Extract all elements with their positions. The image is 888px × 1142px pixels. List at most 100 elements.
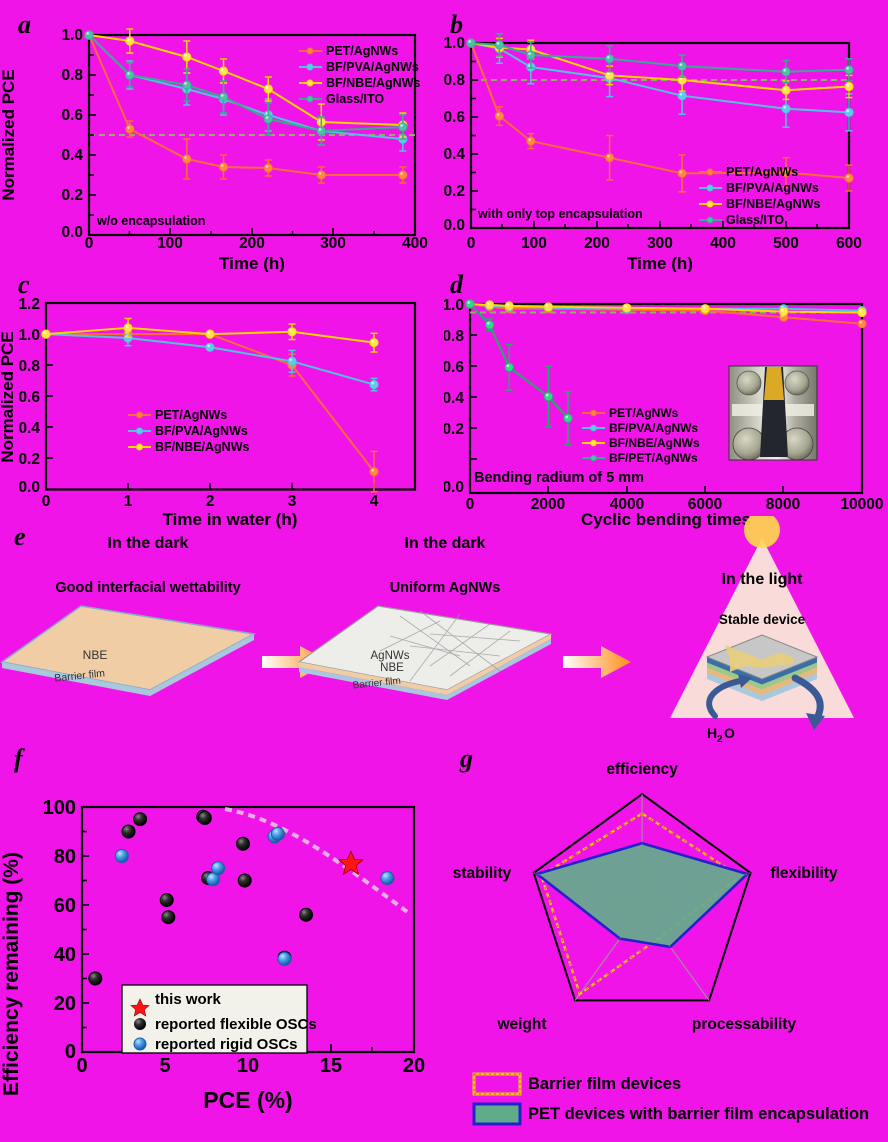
svg-text:with only top encapsulation: with only top encapsulation: [477, 207, 643, 221]
svg-text:500: 500: [773, 235, 799, 252]
svg-text:400: 400: [710, 235, 736, 252]
svg-text:Time (h): Time (h): [219, 254, 285, 272]
svg-text:PET/AgNWs: PET/AgNWs: [326, 44, 398, 58]
svg-text:0.6: 0.6: [444, 359, 464, 376]
svg-text:PET/AgNWs: PET/AgNWs: [609, 406, 679, 420]
svg-text:Normalized PCE: Normalized PCE: [0, 331, 17, 462]
svg-text:400: 400: [402, 235, 428, 252]
svg-text:0: 0: [65, 1041, 76, 1063]
svg-text:0.2: 0.2: [444, 421, 464, 438]
svg-text:0.4: 0.4: [444, 146, 465, 163]
svg-text:100: 100: [43, 797, 76, 819]
svg-text:2: 2: [206, 493, 215, 510]
svg-text:In the dark: In the dark: [405, 535, 486, 552]
svg-text:0.8: 0.8: [61, 67, 83, 84]
svg-text:AgNWs: AgNWs: [371, 650, 410, 662]
svg-text:600: 600: [836, 235, 862, 252]
svg-text:Normalized PCE: Normalized PCE: [0, 69, 18, 200]
svg-text:Bending radium of 5 mm: Bending radium of 5 mm: [474, 470, 644, 486]
svg-text:reported flexible OSCs: reported flexible OSCs: [155, 1016, 317, 1033]
svg-text:0.8: 0.8: [18, 358, 40, 375]
svg-text:200: 200: [239, 235, 265, 252]
svg-text:NBE: NBE: [83, 648, 108, 662]
svg-text:w/o encapsulation: w/o encapsulation: [96, 214, 205, 228]
svg-text:100: 100: [521, 235, 547, 252]
svg-text:0.0: 0.0: [444, 479, 464, 496]
svg-text:BF/NBE/AgNWs: BF/NBE/AgNWs: [155, 440, 249, 454]
svg-text:1.0: 1.0: [18, 327, 40, 344]
svg-text:300: 300: [647, 235, 673, 252]
svg-text:BF/NBE/AgNWs: BF/NBE/AgNWs: [326, 76, 420, 90]
svg-text:20: 20: [54, 993, 76, 1015]
svg-text:In the dark: In the dark: [108, 535, 189, 552]
svg-text:0: 0: [42, 493, 51, 510]
svg-text:Uniform AgNWs: Uniform AgNWs: [390, 580, 501, 596]
svg-text:processability: processability: [692, 1016, 797, 1033]
svg-text:Glass/ITO: Glass/ITO: [326, 92, 384, 106]
svg-text:Glass/ITO: Glass/ITO: [726, 213, 784, 227]
svg-text:Good interfacial wettability: Good interfacial wettability: [55, 580, 240, 596]
svg-text:BF/PVA/AgNWs: BF/PVA/AgNWs: [326, 60, 419, 74]
svg-text:0.4: 0.4: [18, 420, 40, 437]
svg-text:PET devices with barrier film: PET devices with barrier film encapsulat…: [528, 1105, 869, 1123]
svg-text:weight: weight: [496, 1016, 546, 1033]
svg-text:100: 100: [157, 235, 183, 252]
svg-text:80: 80: [54, 846, 76, 868]
svg-text:1.0: 1.0: [61, 27, 83, 44]
svg-text:Stable device: Stable device: [719, 612, 806, 627]
svg-text:BF/PVA/AgNWs: BF/PVA/AgNWs: [609, 421, 698, 435]
svg-text:0.6: 0.6: [444, 109, 465, 126]
svg-text:0.8: 0.8: [444, 328, 464, 345]
svg-text:2000: 2000: [531, 496, 565, 513]
svg-text:300: 300: [320, 235, 346, 252]
svg-text:0: 0: [466, 496, 475, 513]
svg-text:200: 200: [584, 235, 610, 252]
svg-text:0.6: 0.6: [18, 389, 40, 406]
svg-text:0.0: 0.0: [444, 217, 465, 234]
svg-text:0: 0: [467, 235, 476, 252]
svg-text:stability: stability: [453, 865, 512, 882]
svg-text:15: 15: [320, 1055, 342, 1077]
svg-text:60: 60: [54, 895, 76, 917]
svg-text:Barrier film devices: Barrier film devices: [528, 1075, 681, 1093]
svg-text:2: 2: [717, 734, 723, 744]
svg-text:0.6: 0.6: [61, 107, 83, 124]
svg-text:1: 1: [124, 493, 133, 510]
svg-text:0.0: 0.0: [18, 479, 40, 496]
svg-text:0.2: 0.2: [18, 451, 40, 468]
svg-text:40: 40: [54, 944, 76, 966]
svg-text:PET/AgNWs: PET/AgNWs: [726, 165, 798, 179]
svg-text:0.4: 0.4: [61, 147, 83, 164]
svg-text:flexibility: flexibility: [770, 865, 838, 882]
svg-text:this work: this work: [155, 991, 222, 1008]
svg-text:In the light: In the light: [722, 571, 804, 588]
svg-text:0: 0: [85, 235, 94, 252]
svg-text:0.4: 0.4: [444, 390, 464, 407]
svg-text:5: 5: [159, 1055, 170, 1077]
svg-text:0: 0: [76, 1055, 87, 1077]
svg-text:0.0: 0.0: [61, 224, 83, 241]
svg-text:20: 20: [403, 1055, 425, 1077]
svg-text:H: H: [707, 725, 717, 741]
svg-text:BF/NBE/AgNWs: BF/NBE/AgNWs: [726, 197, 820, 211]
svg-text:Efficiency remaining (%): Efficiency remaining (%): [0, 852, 23, 1096]
svg-text:efficiency: efficiency: [606, 761, 678, 778]
svg-text:NBE: NBE: [380, 662, 404, 674]
svg-text:O: O: [724, 725, 735, 741]
svg-text:0.2: 0.2: [61, 187, 83, 204]
svg-text:PET/AgNWs: PET/AgNWs: [155, 408, 227, 422]
svg-text:BF/NBE/AgNWs: BF/NBE/AgNWs: [609, 436, 700, 450]
svg-text:10000: 10000: [840, 496, 883, 513]
svg-text:3: 3: [288, 493, 297, 510]
svg-text:reported rigid OSCs: reported rigid OSCs: [155, 1036, 298, 1053]
svg-text:0.2: 0.2: [444, 183, 465, 200]
svg-text:10: 10: [237, 1055, 259, 1077]
svg-text:BF/PVA/AgNWs: BF/PVA/AgNWs: [726, 181, 819, 195]
svg-text:0.8: 0.8: [444, 72, 465, 89]
svg-text:8000: 8000: [766, 496, 800, 513]
svg-text:Time (h): Time (h): [627, 254, 693, 272]
svg-text:4: 4: [370, 493, 379, 510]
svg-text:BF/PET/AgNWs: BF/PET/AgNWs: [609, 451, 698, 465]
svg-text:BF/PVA/AgNWs: BF/PVA/AgNWs: [155, 424, 248, 438]
svg-text:PCE (%): PCE (%): [203, 1087, 292, 1113]
